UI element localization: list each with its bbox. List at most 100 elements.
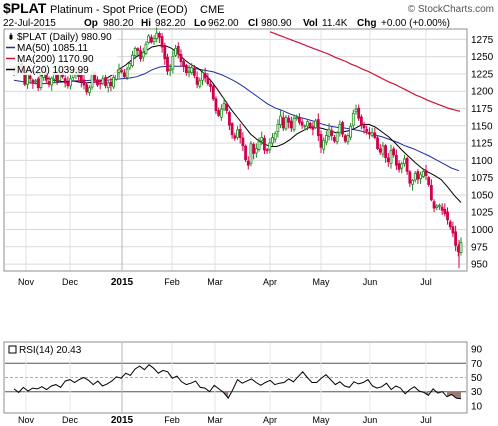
candle <box>176 42 180 59</box>
close-label: Cl <box>248 18 258 29</box>
exchange-label: CME <box>200 4 224 16</box>
candlesticks <box>12 27 463 269</box>
candle <box>389 144 393 169</box>
candle <box>50 76 54 91</box>
month-tick-label: 2015 <box>111 415 134 426</box>
candle <box>246 156 250 170</box>
candle <box>263 135 266 155</box>
price-axis: 950 975 1000 1025 1050 1075 1100 1125 1150 1175 12… <box>471 35 494 271</box>
candle <box>386 153 390 167</box>
candle <box>120 66 124 74</box>
candle <box>82 75 86 90</box>
candle <box>217 107 221 117</box>
rsi-tick-label: 50 <box>471 373 483 384</box>
candle <box>346 133 350 145</box>
candle <box>438 203 441 210</box>
price-tick-label: 950 <box>471 260 488 271</box>
candle <box>214 96 218 114</box>
volume-value: 11.4K <box>322 18 348 29</box>
candle <box>96 76 99 87</box>
candle <box>319 130 323 154</box>
candle <box>36 76 40 92</box>
candle <box>333 134 336 143</box>
month-tick-label: Jul <box>420 415 432 425</box>
candle <box>419 171 423 184</box>
candle <box>424 164 428 181</box>
candle <box>370 127 374 138</box>
candle <box>341 120 344 138</box>
rsi-fill-area <box>447 391 461 399</box>
candle <box>443 203 447 217</box>
candle <box>459 237 463 256</box>
candle <box>373 127 377 140</box>
rsi-tick-label: 70 <box>471 359 483 370</box>
candle <box>139 45 142 62</box>
candle <box>276 119 280 138</box>
price-tick-label: 1200 <box>471 87 494 98</box>
low-label: Lo <box>194 18 206 29</box>
price-tick-label: 1050 <box>471 190 494 201</box>
candle <box>400 161 404 174</box>
month-tick-label: Nov <box>18 277 35 287</box>
candle <box>193 65 196 79</box>
month-tick-label: Mar <box>207 415 223 425</box>
candle <box>403 154 406 167</box>
candle <box>343 133 347 144</box>
candle <box>155 27 159 43</box>
candle <box>432 199 436 213</box>
candle <box>238 123 242 144</box>
candle <box>158 31 161 44</box>
price-tick-label: 1275 <box>471 35 494 46</box>
month-tick-label: May <box>312 277 330 287</box>
rsi-legend-text: RSI(14) 20.43 <box>19 345 82 356</box>
candle <box>298 113 301 125</box>
candle <box>273 131 277 143</box>
candle <box>209 80 212 93</box>
legend-entry: $PLAT (Daily) 980.90 <box>17 32 112 43</box>
candle <box>354 104 358 115</box>
brand-link[interactable]: © StockCharts.com <box>408 4 494 15</box>
candle <box>257 137 261 152</box>
month-tick-label: Feb <box>164 277 180 287</box>
rsi-legend: RSI(14) 20.43 <box>8 345 82 356</box>
candle <box>435 204 439 211</box>
ma-line-ma20 <box>13 45 462 203</box>
candle <box>308 121 312 130</box>
candle <box>222 97 226 111</box>
price-tick-label: 1250 <box>471 52 494 63</box>
volume-label: Vol <box>303 18 318 29</box>
candle <box>141 47 145 62</box>
rsi-tick-label: 90 <box>471 345 483 356</box>
candle <box>440 203 444 215</box>
candle <box>206 73 210 86</box>
candle <box>303 124 307 131</box>
moving-averages <box>13 31 462 203</box>
price-tick-label: 975 <box>471 242 488 253</box>
candle <box>335 131 339 145</box>
candle <box>190 63 194 75</box>
candle <box>85 83 89 95</box>
month-tick-label: Nov <box>18 415 35 425</box>
quote-date: 22-Jul-2015 <box>3 18 56 29</box>
candle <box>133 46 137 60</box>
candle <box>203 67 207 83</box>
change-label: Chg <box>357 18 376 29</box>
candle <box>365 125 369 135</box>
open-value: 980.20 <box>103 18 134 29</box>
price-tick-label: 1225 <box>471 69 494 80</box>
candle <box>241 132 245 152</box>
close-value: 980.90 <box>261 18 292 29</box>
legend-entry: MA(200) 1170.90 <box>17 54 94 65</box>
candle <box>87 85 91 96</box>
month-tick-label: Dec <box>62 277 79 287</box>
candle <box>429 179 433 202</box>
candle <box>287 115 291 129</box>
candle <box>362 121 366 134</box>
candle <box>351 109 355 130</box>
candle <box>392 146 396 158</box>
candle <box>184 63 188 76</box>
rsi-line <box>13 364 462 400</box>
candle <box>311 122 315 136</box>
candle <box>416 169 420 184</box>
